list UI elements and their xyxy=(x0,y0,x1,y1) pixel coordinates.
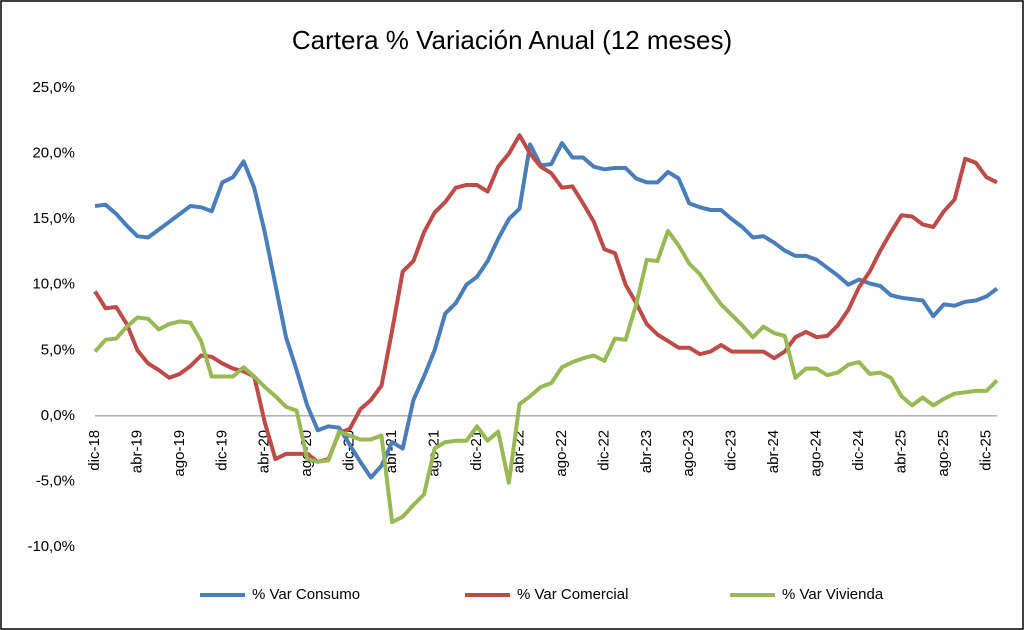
chart-title: Cartera % Variación Anual (12 meses) xyxy=(292,25,732,55)
x-tick-label: abr-21 xyxy=(383,430,400,473)
line-series xyxy=(93,228,999,525)
y-tick-label: 20,0% xyxy=(32,145,75,162)
y-tick-label: 25,0% xyxy=(32,79,75,96)
y-tick-label: -5,0% xyxy=(36,472,75,489)
y-tick-label: -10,0% xyxy=(27,538,75,555)
x-tick-label: dic-22 xyxy=(595,430,612,471)
legend-label: % Var Consumo xyxy=(252,586,360,603)
x-tick-label: ago-19 xyxy=(171,430,188,477)
x-tick-label: dic-24 xyxy=(850,430,867,471)
y-tick-label: 10,0% xyxy=(32,276,75,293)
legend-label: % Var Comercial xyxy=(517,586,628,603)
x-tick-label: dic-19 xyxy=(213,430,230,471)
x-tick-label: ago-24 xyxy=(808,430,825,477)
x-tick-label: abr-24 xyxy=(765,430,782,473)
x-tick-label: ago-23 xyxy=(680,430,697,477)
legend-label: % Var Vivienda xyxy=(782,586,884,603)
x-tick-label: abr-25 xyxy=(892,430,909,473)
x-tick-label: dic-25 xyxy=(977,430,994,471)
x-tick-label: ago-22 xyxy=(553,430,570,477)
line-series xyxy=(94,141,999,480)
x-tick-label: ago-25 xyxy=(935,430,952,477)
x-tick-label: dic-23 xyxy=(723,430,740,471)
x-tick-label: abr-23 xyxy=(638,430,655,473)
x-tick-label: dic-21 xyxy=(468,430,485,471)
y-tick-label: 0,0% xyxy=(41,407,75,424)
x-tick-label: dic-18 xyxy=(86,430,103,471)
y-tick-label: 5,0% xyxy=(41,341,75,358)
y-tick-label: 15,0% xyxy=(32,210,75,227)
x-tick-label: abr-19 xyxy=(128,430,145,473)
line-series xyxy=(93,133,998,464)
